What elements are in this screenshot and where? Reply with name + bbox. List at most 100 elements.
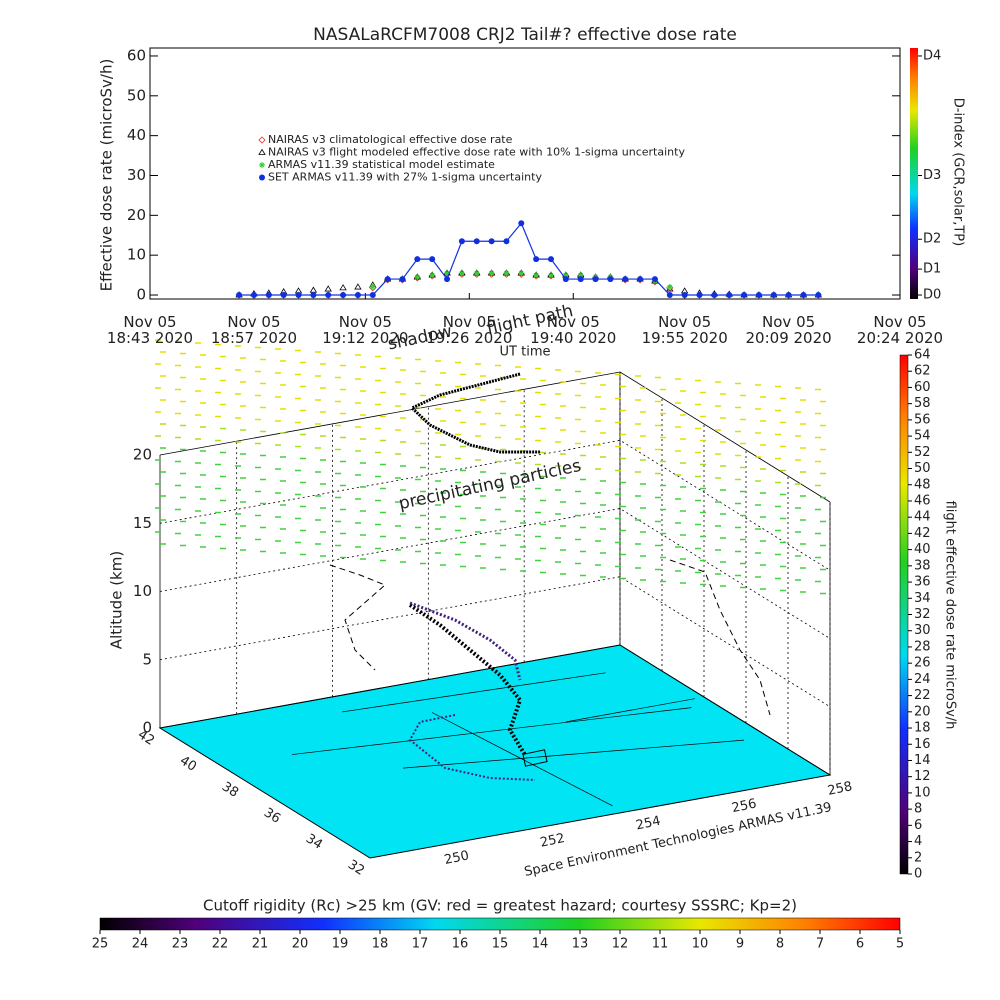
- point: [310, 292, 317, 299]
- colorbar-tick-label: 22: [914, 688, 931, 703]
- shadow: [669, 559, 771, 716]
- point: [339, 284, 347, 291]
- legend-label: NAIRAS v3 climatological effective dose …: [268, 133, 513, 146]
- z-tick-label: 5: [142, 650, 152, 668]
- point: [473, 270, 480, 277]
- point: [250, 292, 257, 299]
- lon-tick-label: 258: [826, 779, 853, 799]
- map-border: [291, 707, 692, 755]
- flight-path: [409, 372, 540, 454]
- flight-path-low: [409, 601, 522, 681]
- colorbar-tick-label: 18: [914, 721, 931, 736]
- flight-path-low: [408, 603, 527, 757]
- x-axis-label: UT time: [500, 345, 551, 360]
- point: [265, 292, 272, 299]
- colorbar-tick-label: 38: [914, 558, 931, 573]
- point: [444, 276, 451, 283]
- point: [369, 284, 376, 291]
- lon-tick-label: 256: [730, 796, 757, 816]
- point: [414, 274, 421, 281]
- point: [651, 276, 658, 283]
- point: [800, 292, 807, 299]
- lon-tick-label: 250: [443, 848, 470, 868]
- point: [533, 256, 540, 263]
- colorbar-tick-label: 25: [92, 937, 109, 952]
- colorbar-tick-label: 46: [914, 493, 931, 508]
- point: [236, 292, 243, 299]
- y-tick-label: 40: [127, 126, 146, 144]
- colorbar-tick-label: 6: [856, 937, 864, 952]
- legend-label: NAIRAS v3 flight modeled effective dose …: [268, 146, 685, 159]
- colorbar-tick-label: 7: [816, 937, 824, 952]
- colorbar-tick-label: 42: [914, 526, 931, 541]
- colorbar-tick-label: 16: [452, 937, 469, 952]
- point: [562, 272, 569, 279]
- colorbar-tick-label: 8: [776, 937, 784, 952]
- legend-label: SET ARMAS v11.39 with 27% 1-sigma uncert…: [268, 171, 542, 184]
- point: [577, 276, 584, 283]
- point: [547, 272, 554, 279]
- colorbar-tick-label: 24: [914, 672, 931, 687]
- point: [503, 238, 510, 245]
- lat-tick-label: 38: [219, 779, 241, 800]
- point: [577, 272, 584, 279]
- point: [488, 238, 495, 245]
- point: [325, 292, 332, 299]
- z-grid-line: [159, 576, 831, 708]
- x-tick-label: Nov 05 20:09 2020: [746, 313, 832, 347]
- map-border: [402, 739, 745, 769]
- point: [518, 220, 525, 227]
- lon-tick-label: 254: [635, 814, 662, 834]
- point: [666, 292, 673, 299]
- colorbar-tick-label: 17: [412, 937, 429, 952]
- colorbar-tick-label: 10: [914, 785, 931, 800]
- y-tick-label: 20: [127, 206, 146, 224]
- z-tick-label: 15: [133, 514, 152, 532]
- z-grid-line: [159, 508, 831, 639]
- series-line: [239, 222, 819, 296]
- colorbar-tick-label: 2: [914, 850, 922, 865]
- chart-title: NASALaRCFM7008 CRJ2 Tail#? effective dos…: [313, 25, 737, 45]
- point: [473, 238, 480, 245]
- x-tick-label: Nov 05 18:57 2020: [211, 313, 297, 347]
- point: [547, 256, 554, 263]
- colorbar-tick-label: 18: [372, 937, 389, 952]
- y-tick-label: 30: [127, 166, 146, 184]
- point: [429, 256, 436, 263]
- colorbar-tick-label: 21: [252, 937, 269, 952]
- lon-tick-label: 252: [539, 831, 566, 851]
- colorbar-tick-label: 8: [914, 802, 922, 817]
- rigidity-colorbar: [99, 917, 901, 931]
- colorbar-tick-label: 60: [914, 380, 931, 395]
- point: [414, 256, 421, 263]
- colorbar-tick-label: 56: [914, 412, 931, 427]
- z-tick-label: 20: [133, 446, 152, 464]
- x-tick-label: Nov 05 18:43 2020: [107, 313, 193, 347]
- colorbar-tick-label: 15: [492, 937, 509, 952]
- point: [666, 284, 673, 291]
- colorbar-tick-label: 44: [914, 510, 931, 525]
- y2-tick-label: D1: [923, 262, 941, 277]
- point: [770, 292, 777, 299]
- y-tick-label: 60: [127, 46, 146, 64]
- point: [258, 136, 266, 144]
- z-tick-label: 0: [142, 719, 152, 737]
- legend-label: ARMAS v11.39 statistical model estimate: [268, 158, 495, 171]
- y-tick-label: 10: [127, 246, 146, 264]
- point: [622, 276, 629, 283]
- colorbar-tick-label: 14: [914, 753, 931, 768]
- z-grid-line: [159, 439, 831, 571]
- z-tick-label: 10: [133, 582, 152, 600]
- point: [369, 292, 376, 299]
- colorbar-tick-label: 40: [914, 542, 931, 557]
- colorbar-tick-label: 48: [914, 477, 931, 492]
- lat-tick-label: 32: [345, 857, 367, 878]
- z-axis-label: Altitude (km): [108, 551, 126, 649]
- y2-tick-label: D0: [923, 288, 941, 303]
- colorbar-tick-label: 13: [572, 937, 589, 952]
- point: [592, 276, 599, 283]
- x-tick-label: Nov 05 19:12 2020: [322, 313, 408, 347]
- colorbar-tick-label: 30: [914, 623, 931, 638]
- colorbar-tick-label: 10: [692, 937, 709, 952]
